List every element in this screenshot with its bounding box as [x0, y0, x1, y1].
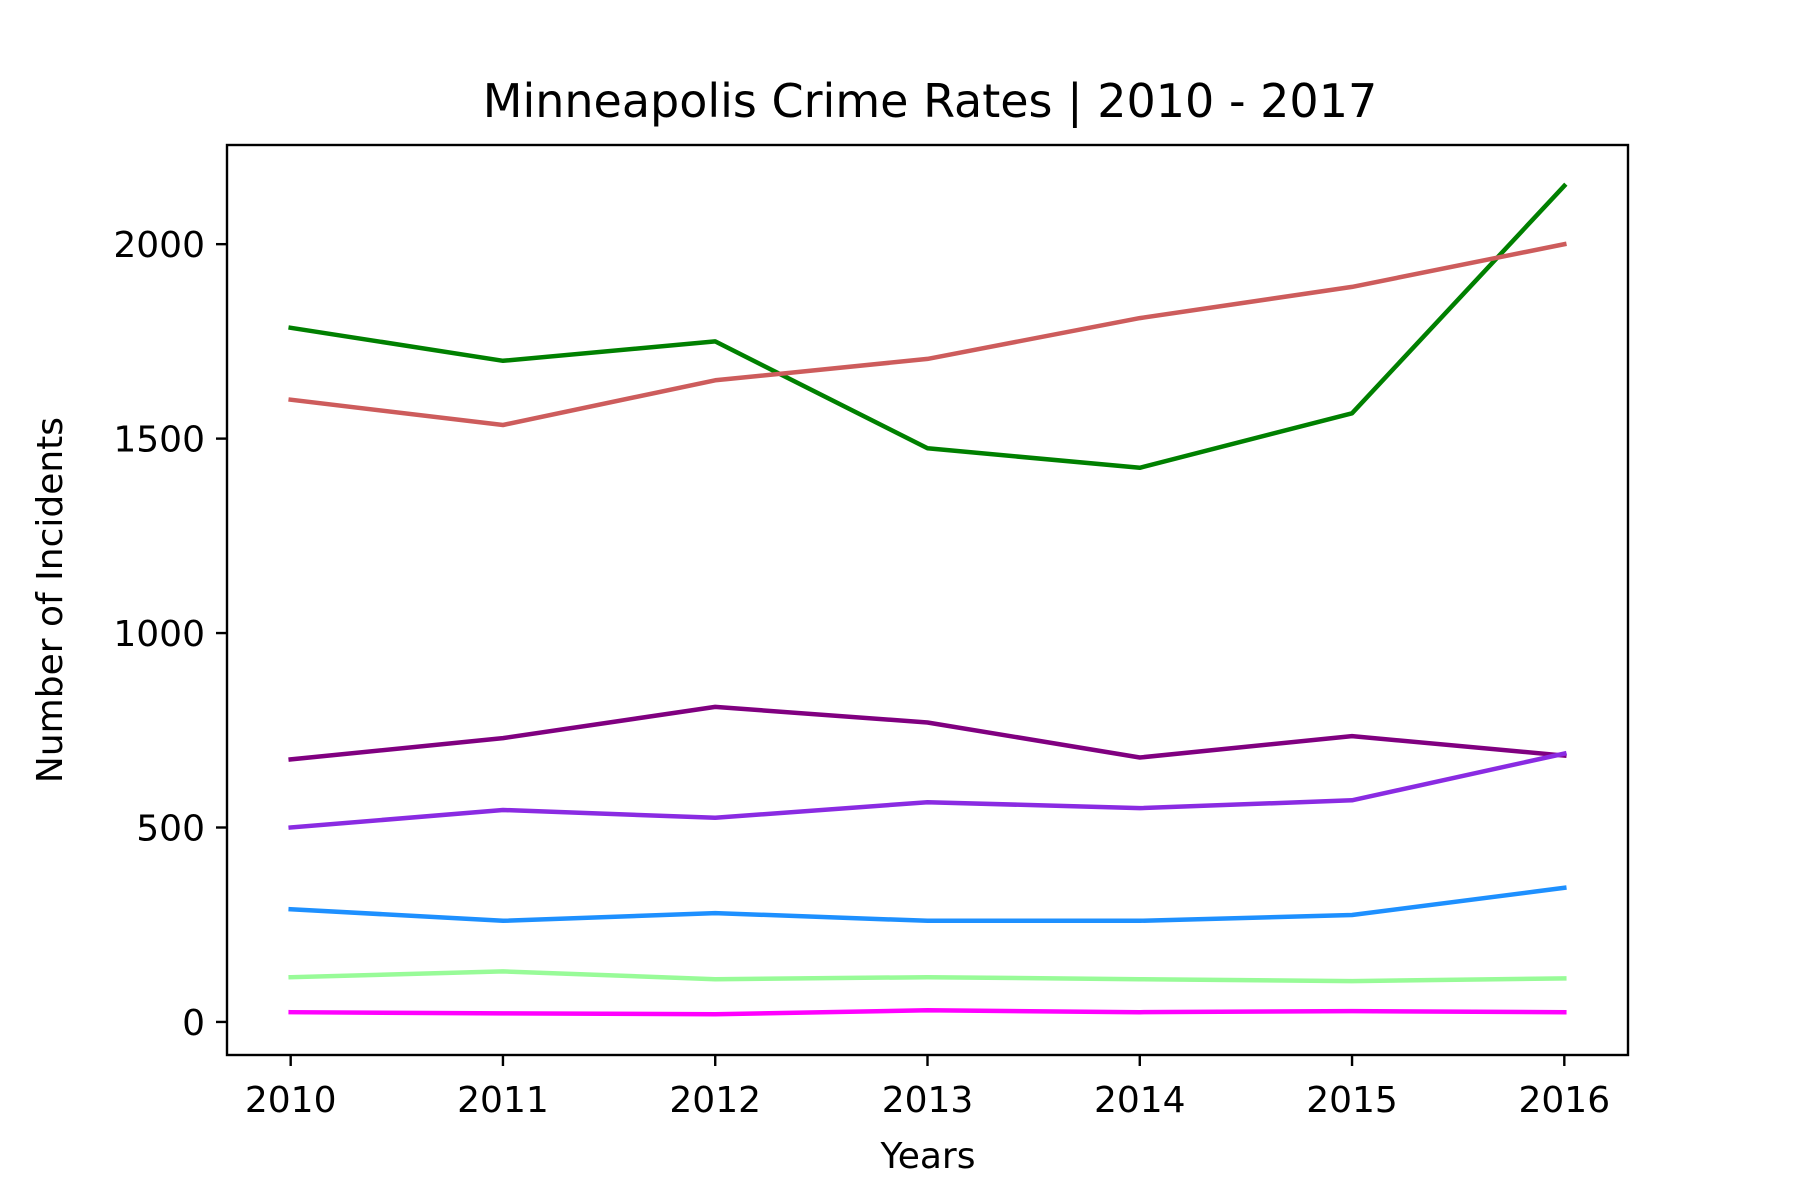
y-tick-label-1000: 1000	[113, 614, 205, 655]
y-tick-label-1500: 1500	[113, 420, 205, 461]
x-tick-label-2012: 2012	[669, 1080, 761, 1121]
y-tick-label-500: 500	[136, 809, 205, 850]
series-line-1	[288, 182, 1568, 471]
y-tick-label-0: 0	[182, 1003, 205, 1044]
series-line-7	[288, 1008, 1567, 1017]
x-axis: 2010 2011 2012 2013 2014 2015 2016	[245, 1055, 1610, 1121]
x-tick-label-2013: 2013	[882, 1080, 974, 1121]
series-line-4	[288, 750, 1567, 830]
chart-title: Minneapolis Crime Rates | 2010 - 2017	[483, 74, 1377, 129]
series-line-5	[288, 885, 1567, 924]
series-line-3	[288, 704, 1567, 762]
plot-lines	[288, 182, 1568, 1017]
series-line-6	[288, 969, 1567, 984]
y-axis: 0 500 1000 1500 2000	[113, 225, 227, 1044]
y-axis-label: Number of Incidents	[30, 417, 71, 783]
x-tick-label-2016: 2016	[1519, 1080, 1611, 1121]
x-tick-label-2014: 2014	[1094, 1080, 1186, 1121]
x-tick-label-2011: 2011	[457, 1080, 549, 1121]
y-tick-label-2000: 2000	[113, 225, 205, 266]
x-tick-label-2010: 2010	[245, 1080, 337, 1121]
x-axis-label: Years	[880, 1136, 976, 1177]
series-line-2	[288, 241, 1567, 428]
x-tick-label-2015: 2015	[1306, 1080, 1398, 1121]
